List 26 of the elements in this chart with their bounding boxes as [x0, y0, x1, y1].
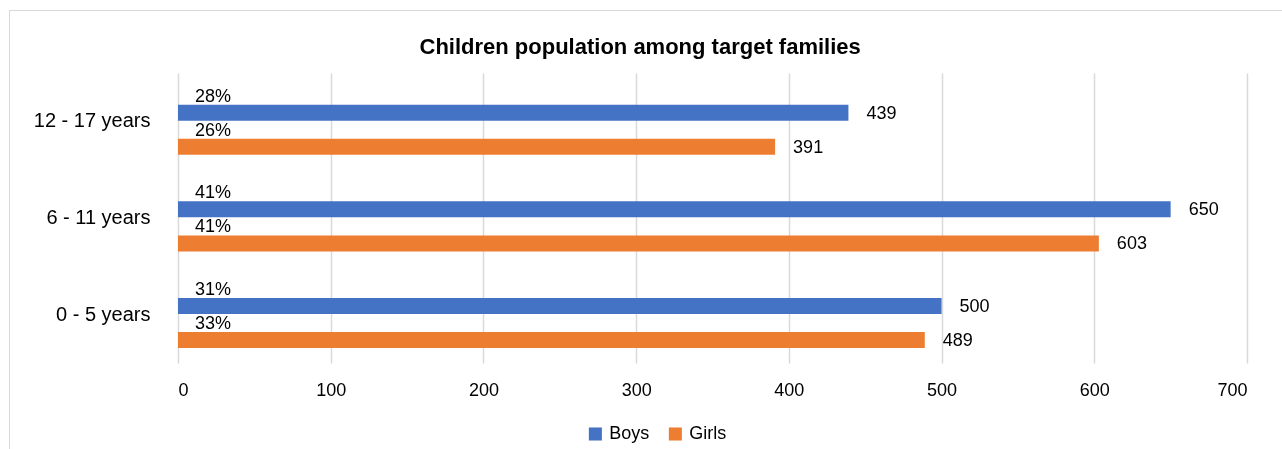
- x-tick-label: 300: [621, 379, 652, 400]
- x-tick-label: 600: [1079, 379, 1110, 400]
- legend-label: Girls: [689, 423, 727, 443]
- x-tick-label: 700: [1217, 379, 1248, 400]
- x-tick-label: 100: [316, 379, 347, 400]
- data-label: 489: [942, 330, 973, 351]
- data-label: 603: [1116, 233, 1147, 254]
- x-tick-label: 0: [178, 379, 189, 400]
- data-label: 650: [1188, 199, 1219, 220]
- data-label: 391: [793, 136, 824, 157]
- y-tick-label: 6 - 11 years: [46, 206, 151, 228]
- chart-title: Children population among target families: [419, 34, 861, 59]
- annotation: 31%: [195, 279, 232, 300]
- annotation: 26%: [195, 119, 232, 140]
- data-label: 500: [959, 296, 990, 317]
- annotation: 28%: [195, 85, 232, 106]
- data-label: 439: [866, 102, 897, 123]
- x-tick-label: 500: [927, 379, 958, 400]
- y-tick-label: 12 - 17 years: [33, 109, 151, 132]
- annotation: 41%: [195, 216, 232, 237]
- x-tick-label: 200: [468, 379, 499, 400]
- legend-label: Boys: [609, 423, 650, 443]
- annotation: 41%: [195, 182, 232, 203]
- x-tick-label: 400: [774, 379, 805, 400]
- annotation: 33%: [195, 313, 232, 334]
- y-tick-label: 0 - 5 years: [56, 302, 151, 325]
